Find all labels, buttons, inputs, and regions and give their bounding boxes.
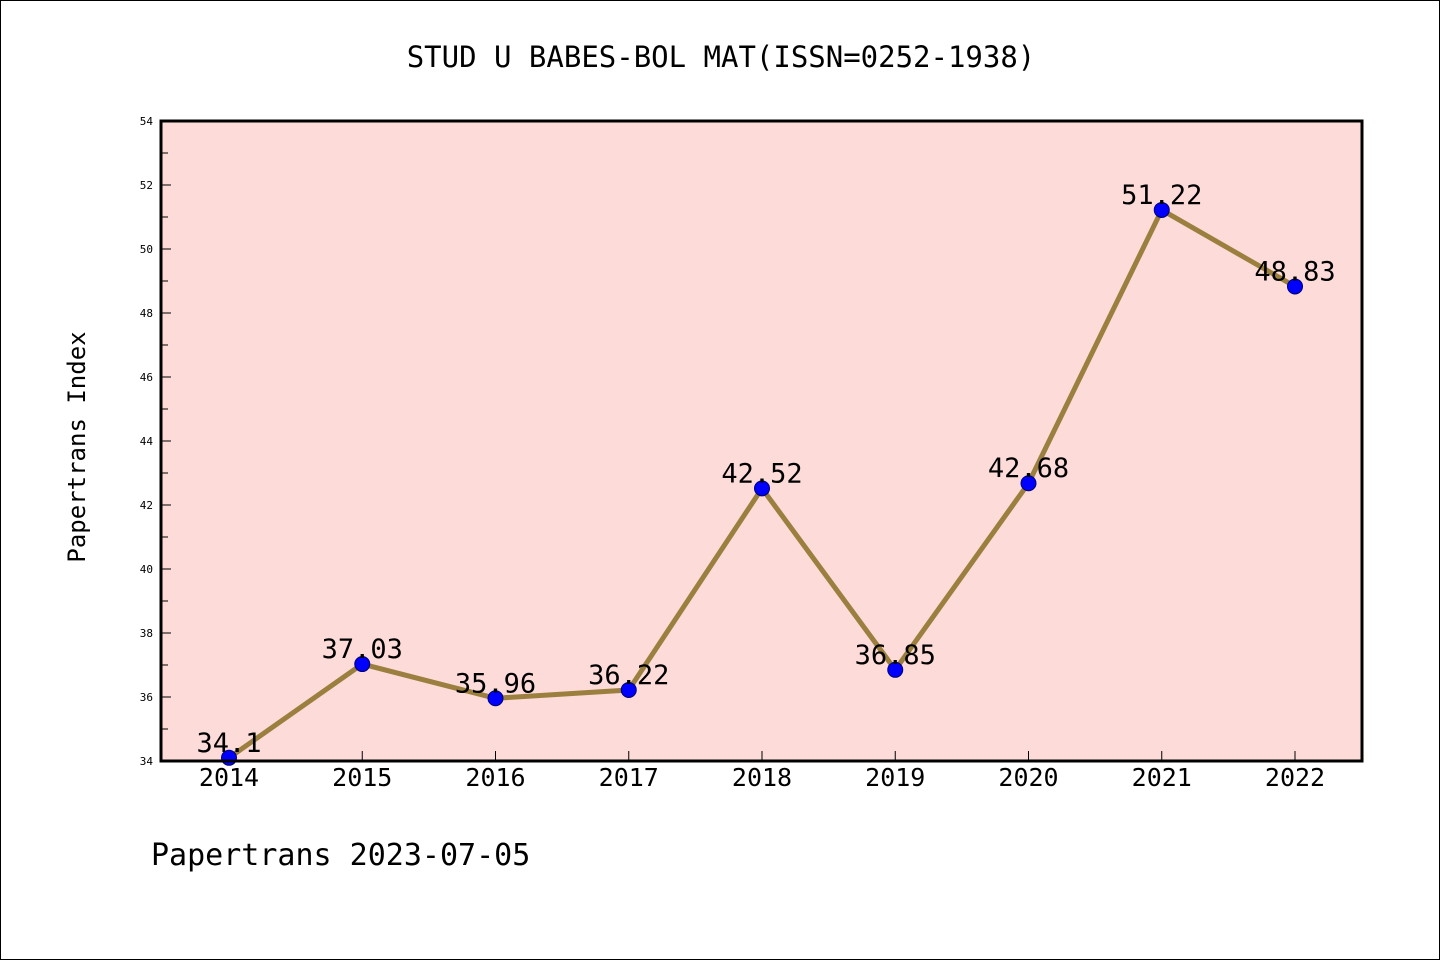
footer-source-date: Papertrans 2023-07-05	[151, 838, 530, 873]
data-value-label: 34.1	[196, 728, 261, 759]
x-tick-label: 2018	[732, 763, 792, 792]
data-point-marker	[1020, 475, 1037, 492]
data-point-marker	[1153, 201, 1170, 218]
data-point-marker	[1287, 278, 1303, 295]
data-point-marker	[754, 480, 770, 497]
y-tick-label: 34	[140, 755, 154, 768]
y-tick-label: 38	[140, 627, 153, 640]
x-tick-label: 2015	[332, 763, 392, 792]
y-tick-label: 54	[140, 115, 154, 128]
x-axis-ticks: 2014 2015 2016 2017 2018 2019 2020 2021 2022	[199, 751, 1325, 792]
x-tick-label: 2016	[465, 763, 525, 792]
data-value-label: 36.22	[588, 660, 669, 691]
x-tick-label: 2020	[998, 763, 1058, 792]
data-value-label: 48.83	[1254, 256, 1335, 287]
y-tick-label: 42	[140, 499, 153, 512]
data-labels: 34.1 37.03 35.96 36.22 42.52 36.85 42.68 51.22 4…	[196, 180, 1335, 759]
data-value-label: 51.22	[1121, 180, 1202, 211]
plot-area	[161, 121, 1362, 761]
data-value-label: 36.85	[855, 640, 936, 671]
y-tick-label: 44	[140, 435, 154, 448]
y-tick-label: 52	[140, 179, 153, 192]
plot-border	[159, 119, 1364, 763]
chart-title: STUD U BABES-BOL MAT(ISSN=0252-1938)	[407, 40, 1036, 74]
data-point-marker	[354, 656, 371, 673]
data-value-label: 37.03	[322, 634, 403, 665]
data-point-marker	[620, 681, 637, 698]
data-point-marker	[487, 690, 504, 707]
y-axis-ticks: 34 36 38 40 42 44 46 48 50 52 54	[140, 115, 171, 768]
data-value-label: 35.96	[455, 668, 536, 699]
data-value-label: 42.68	[988, 453, 1069, 484]
x-tick-label: 2022	[1265, 763, 1325, 792]
y-tick-label: 36	[140, 691, 153, 704]
x-tick-label: 2019	[865, 763, 925, 792]
y-axis-title: Papertrans Index	[63, 331, 91, 562]
x-tick-label: 2017	[599, 763, 659, 792]
y-tick-label: 40	[140, 563, 153, 576]
y-tick-label: 50	[140, 243, 153, 256]
series-line-group	[221, 201, 1303, 766]
data-value-label: 42.52	[721, 458, 802, 489]
data-point-marker	[887, 661, 904, 678]
y-tick-label: 46	[140, 371, 153, 384]
x-tick-label: 2021	[1132, 763, 1192, 792]
x-tick-label: 2014	[199, 763, 259, 792]
y-tick-label: 48	[140, 307, 153, 320]
